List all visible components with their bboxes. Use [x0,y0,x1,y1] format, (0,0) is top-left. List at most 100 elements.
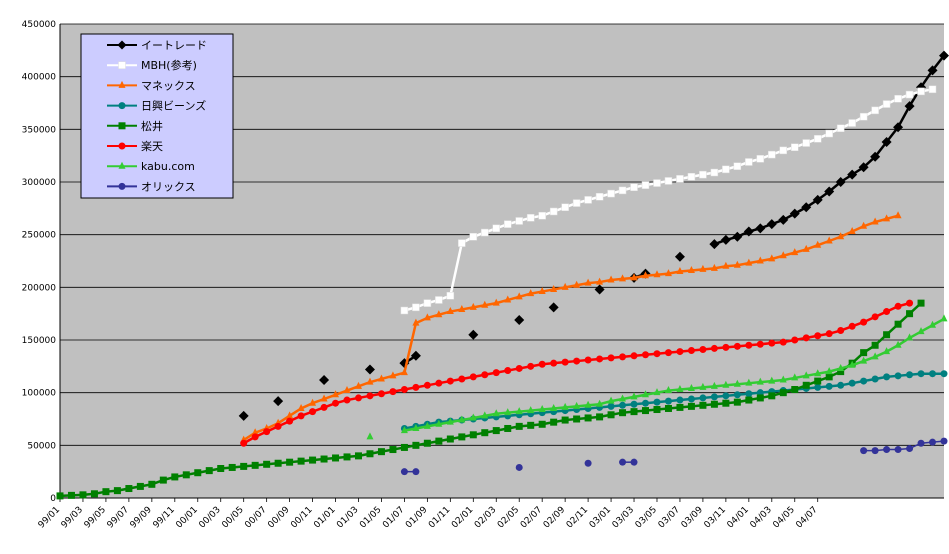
legend-label: 日興ビーンズ [141,99,206,113]
data-point [619,458,627,466]
data-point [883,446,891,454]
data-point [630,458,638,466]
data-point [56,492,64,500]
series-7 [366,314,948,440]
data-point [837,368,845,376]
data-point [596,413,604,421]
data-point [871,313,879,321]
data-point [481,371,489,379]
data-point [515,407,523,415]
data-point [619,274,627,282]
data-point [594,284,605,295]
data-point [504,408,512,416]
data-point [504,367,512,375]
data-point [940,314,948,322]
data-point [894,95,902,103]
legend-swatch-marker [118,182,126,190]
data-point [848,379,856,387]
data-point [435,419,443,427]
data-point [319,375,330,386]
y-tick-label: 350000 [22,125,57,135]
data-point [504,424,512,432]
data-point [745,390,753,398]
data-point [194,469,202,477]
data-point [630,408,638,416]
legend-swatch-marker [118,80,126,88]
legend-label: 楽天 [141,140,163,153]
data-point [837,327,845,335]
series-line [243,214,899,442]
data-point [756,155,765,163]
data-point [825,236,833,244]
data-point [732,231,743,242]
data-point [745,158,753,166]
data-point [825,373,833,381]
data-point [756,389,764,397]
data-point [642,399,650,407]
data-point [642,407,650,415]
legend-label: マネックス [141,79,196,92]
data-point [871,375,879,383]
data-point [848,360,856,368]
data-point [561,402,569,410]
data-point [813,135,822,143]
data-point [410,350,421,361]
data-point [458,433,466,441]
data-point [710,400,718,408]
data-point [550,403,558,411]
data-point [309,398,317,406]
data-point [906,333,914,341]
data-point [332,399,340,407]
data-point [366,432,374,440]
data-point [802,139,810,147]
data-point [619,353,627,361]
data-point [791,248,799,256]
series-5 [56,299,925,500]
legend-item: イートレード [107,39,207,52]
data-point [664,177,673,185]
data-point [860,377,868,385]
data-point [929,320,937,328]
data-point [745,378,753,386]
data-point [423,381,431,389]
data-point [389,446,397,454]
data-point [722,165,730,174]
data-point [561,416,569,424]
series-lines [56,50,949,500]
data-point [481,429,489,437]
legend-item: マネックス [107,79,196,92]
legend-swatch-marker [117,40,127,50]
data-point [664,349,672,357]
data-point [538,405,546,413]
data-point [687,402,695,410]
data-point [860,349,868,357]
data-point [527,421,535,429]
data-point [320,455,328,463]
y-tick-label: 450000 [22,20,57,30]
data-point [778,214,789,225]
data-point [733,260,741,268]
data-point [550,284,558,292]
data-point [481,300,489,308]
data-point [859,112,868,121]
data-point [343,453,351,461]
data-point [699,382,707,390]
data-point [825,382,833,390]
data-point [848,227,856,235]
data-point [779,146,788,155]
data-point [527,406,535,414]
data-point [469,373,477,381]
data-point [676,267,684,275]
data-point [389,388,397,396]
data-point [309,456,317,464]
data-point [653,398,661,406]
data-point [779,375,787,383]
data-point [446,435,454,443]
data-point [607,411,615,419]
data-point [664,397,672,405]
data-point [366,450,374,458]
data-point [906,371,914,379]
data-point [710,263,718,271]
data-point [354,452,362,460]
